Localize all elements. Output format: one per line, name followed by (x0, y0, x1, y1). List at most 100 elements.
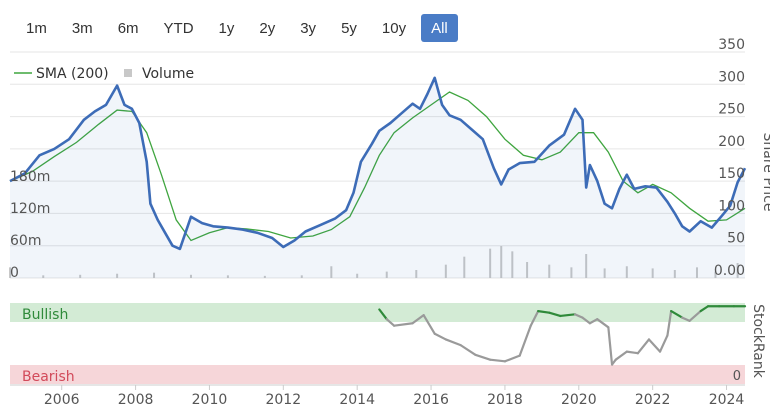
volume-bar (526, 262, 529, 278)
stockrank-segment (666, 310, 673, 337)
stockrank-segment (699, 305, 710, 313)
legend-sma-label[interactable]: SMA (200) (36, 66, 109, 82)
volume-bar (226, 275, 229, 278)
range-button-all[interactable]: All (421, 14, 458, 42)
stockrank-line (378, 305, 747, 366)
volume-bar (625, 266, 628, 278)
x-tick-label: 2012 (265, 392, 301, 406)
bearish-label: Bearish (22, 369, 75, 385)
volume-bar (444, 264, 447, 278)
range-button-6m[interactable]: 6m (108, 14, 149, 42)
volume-bar (603, 268, 606, 278)
sma-line (9, 91, 746, 242)
stockrank-segment (385, 318, 396, 327)
stockrank-segment (636, 338, 651, 355)
x-tick-label: 2014 (339, 392, 375, 406)
stockrank-segment (647, 338, 662, 353)
volume-bar (330, 266, 333, 278)
stockrank-segment (393, 322, 414, 327)
volume-bar (463, 256, 466, 278)
range-button-10y[interactable]: 10y (372, 14, 416, 42)
volume-bar (415, 270, 418, 278)
range-button-2y[interactable]: 2y (249, 14, 285, 42)
volume-bar (585, 254, 588, 278)
volume-bar (500, 246, 503, 278)
stockrank-segment (688, 310, 702, 322)
volume-bar (153, 272, 156, 278)
x-tick-label: 2020 (561, 392, 597, 406)
volume-bar (385, 271, 388, 278)
price-tick-label: 100 (718, 198, 745, 214)
stockrank-end-label: 0 (733, 369, 741, 384)
volume-bar (116, 273, 119, 278)
volume-axis: 0 60m 120m 180m (10, 169, 50, 281)
range-button-3y[interactable]: 3y (290, 14, 326, 42)
price-gridlines (10, 51, 745, 279)
volume-bar (189, 274, 192, 278)
legend-volume-swatch (124, 69, 132, 77)
stockrank-segment (537, 310, 551, 314)
volume-tick-label: 120m (10, 201, 50, 217)
price-tick-label: 300 (718, 69, 745, 85)
price-axis-label: Share Price (760, 132, 770, 211)
price-tick-label: 350 (718, 37, 745, 53)
stockrank-segment (503, 354, 521, 363)
volume-bar (489, 248, 492, 278)
volume-bar (263, 275, 266, 278)
price-area (10, 77, 745, 278)
stockrank-axis-label: StockRank (750, 304, 766, 379)
stockrank-segment (596, 318, 610, 329)
legend-volume-label[interactable]: Volume (142, 66, 194, 82)
volume-bar (42, 275, 45, 278)
stockrank-segment (459, 344, 477, 356)
x-tick-label: 2016 (413, 392, 449, 406)
volume-tick-label: 60m (10, 233, 41, 249)
range-button-ytd[interactable]: YTD (154, 14, 204, 42)
volume-tick-label: 0 (10, 265, 19, 281)
volume-bar (511, 251, 514, 278)
bearish-band (10, 365, 745, 384)
range-button-1y[interactable]: 1y (209, 14, 245, 42)
price-tick-label: 200 (718, 134, 745, 150)
volume-bar (736, 263, 739, 278)
stockrank-segment (588, 318, 599, 325)
x-tick-label: 2018 (487, 392, 523, 406)
stockrank-panel: Bullish Bearish 0 StockRank (10, 303, 766, 385)
bullish-label: Bullish (22, 307, 68, 323)
stockrank-segment (670, 310, 684, 319)
stockrank-segment (658, 334, 669, 353)
stockrank-segment (614, 350, 628, 361)
stockrank-segment (489, 358, 507, 363)
stockrank-segment (548, 311, 562, 318)
volume-bar (300, 275, 303, 278)
volume-bar (673, 270, 676, 278)
volume-bar (651, 268, 654, 278)
stockrank-segment (607, 326, 614, 366)
volume-bar (356, 273, 359, 278)
stockrank-segment (581, 316, 591, 325)
stockrank-segment (518, 324, 532, 357)
legend[interactable]: SMA (200) Volume (14, 66, 194, 82)
range-button-1m[interactable]: 1m (16, 14, 57, 42)
volume-bar (714, 271, 717, 278)
volume-bar (695, 267, 698, 278)
range-button-3m[interactable]: 3m (62, 14, 103, 42)
volume-bar (570, 267, 573, 278)
price-axis: 0.00 50 100 150 200 250 300 350 (714, 37, 745, 279)
stockrank-segment (559, 313, 577, 318)
stockrank-segment (681, 316, 691, 322)
stockrank-segment (474, 353, 492, 361)
range-button-5y[interactable]: 5y (331, 14, 367, 42)
stockrank-segment (422, 314, 436, 335)
volume-bar (79, 274, 82, 278)
bullish-band (10, 303, 745, 322)
stockrank-segment (411, 314, 425, 325)
time-axis: 2006 2008 2010 2012 2014 2016 2018 2020 2022 2024 (44, 385, 744, 406)
volume-tick-label: 180m (10, 169, 50, 185)
price-tick-label: 150 (718, 166, 745, 182)
price-tick-label: 250 (718, 102, 745, 118)
volume-bar (548, 264, 551, 278)
x-tick-label: 2010 (192, 392, 228, 406)
